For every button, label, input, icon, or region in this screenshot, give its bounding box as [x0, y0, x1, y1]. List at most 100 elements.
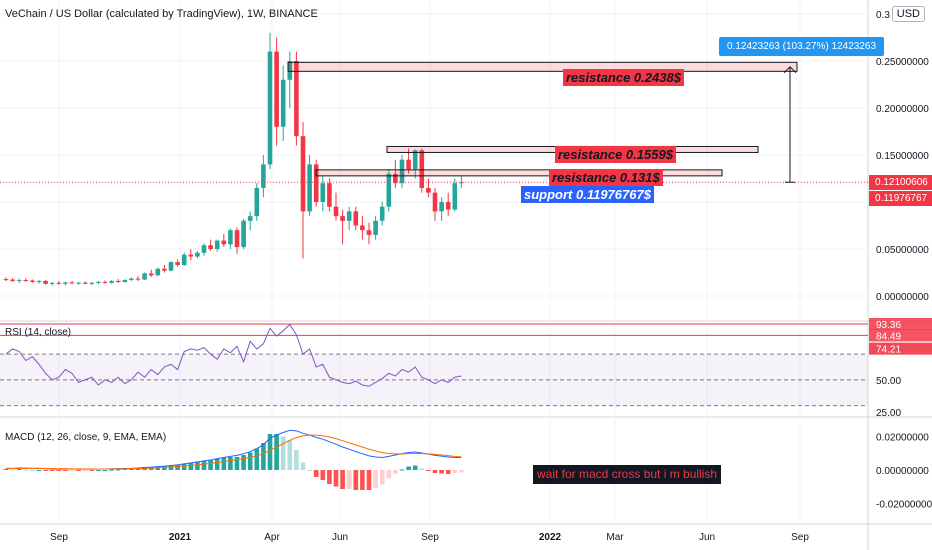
signal-line [5, 434, 462, 470]
candle-body [287, 61, 293, 80]
candle-body [129, 278, 134, 281]
time-tick-label: Jun [699, 532, 715, 543]
macd-histogram-bar [56, 470, 62, 471]
candle-body [63, 282, 68, 284]
candle-body [360, 225, 365, 231]
candle-body [261, 164, 266, 188]
macd-histogram-bar [280, 436, 286, 470]
macd-histogram-bar [201, 460, 207, 470]
macd-histogram-bar [49, 470, 55, 471]
rsi-tick-label: 74.21 [876, 345, 901, 356]
macd-histogram-bar [267, 434, 273, 470]
price-tick-label: 0.3 [876, 10, 890, 21]
macd-histogram-bar [320, 470, 326, 480]
candle-body [89, 282, 95, 284]
macd-histogram-bar [327, 470, 332, 484]
macd-pane [3, 429, 464, 490]
candle-body [459, 182, 464, 184]
candle-body [228, 230, 233, 245]
macd-histogram-bar [23, 469, 29, 471]
time-tick-label: Sep [791, 532, 809, 543]
candle-body [353, 211, 359, 226]
macd-histogram-bar [406, 466, 411, 470]
macd-histogram-bar [333, 470, 339, 487]
macd-histogram-bar [30, 470, 35, 471]
candle-body [393, 173, 398, 184]
last-price-label: 0.12100606 [869, 175, 932, 190]
candle-body [188, 254, 194, 257]
macd-tick-label: -0.02000000 [876, 499, 932, 510]
candle-body [69, 282, 75, 284]
macd-histogram-bar [353, 470, 359, 490]
macd-histogram-bar [168, 465, 174, 470]
candle-body [30, 280, 35, 282]
candle-body [16, 280, 22, 282]
candle-body [208, 245, 213, 249]
macd-histogram-bar [452, 470, 458, 473]
candle-body [201, 245, 207, 253]
macd-histogram-bar [393, 470, 398, 474]
candle-body [254, 187, 260, 217]
macd-histogram-bar [373, 470, 378, 488]
candle-body [221, 240, 227, 245]
resistance-label-1: resistance 0.2438$ [563, 69, 684, 86]
candle-body [3, 279, 9, 281]
macd-tick-label: 0.02000000 [876, 433, 929, 444]
macd-histogram-bar [129, 469, 134, 470]
macd-histogram-bar [76, 470, 81, 471]
macd-histogram-bar [300, 462, 306, 470]
candle-body [36, 280, 42, 282]
macd-histogram-bar [10, 469, 15, 471]
macd-histogram-bar [366, 470, 372, 490]
candle-body [148, 273, 154, 276]
candle-body [82, 282, 88, 284]
candle-body [366, 230, 372, 235]
rsi-tick-bg [869, 342, 932, 355]
macd-histogram-bar [69, 470, 75, 471]
macd-histogram-bar [439, 470, 444, 474]
currency-button[interactable]: USD [891, 6, 925, 22]
macd-histogram-bar [221, 457, 227, 470]
candle-body [274, 51, 279, 127]
candle-body [412, 150, 418, 170]
resistance-label-3: resistance 0.131$ [549, 169, 663, 186]
candle-body [379, 206, 385, 221]
rsi-tick-label: 25.00 [876, 408, 901, 419]
rsi-tick-label: 50.00 [876, 376, 901, 387]
candle-body [313, 164, 319, 202]
macd-histogram-bar [175, 464, 180, 470]
price-tick-label: 0.20000000 [876, 104, 929, 115]
macd-histogram-bar [135, 468, 141, 470]
candle-body [294, 61, 299, 137]
drawings [287, 61, 798, 183]
macd-histogram-bar [234, 457, 240, 470]
macd-histogram-bar [307, 470, 312, 471]
candle-body [419, 150, 425, 188]
candle-body [76, 282, 81, 284]
macd-histogram-bar [109, 469, 114, 471]
candle-body [175, 262, 180, 265]
macd-histogram-bar [261, 443, 266, 470]
support-label: support 0.11976767$ [521, 186, 654, 203]
candle-body [247, 216, 253, 221]
macd-histogram-bar [188, 462, 194, 470]
macd-histogram-bar [340, 470, 345, 489]
candle-body [181, 254, 187, 265]
candle-body [399, 159, 405, 184]
macd-histogram-bar [287, 440, 293, 470]
candle-body [267, 51, 273, 165]
macd-histogram-bar [419, 468, 425, 470]
price-tick-label: 0.15000000 [876, 151, 929, 162]
candle-body [373, 220, 378, 235]
candle-body [280, 79, 286, 127]
time-tick-label: Sep [50, 532, 68, 543]
price-pane [0, 32, 868, 286]
candle-body [122, 280, 128, 282]
time-tick-label: 2022 [539, 532, 562, 543]
macd-histogram-bar [102, 470, 108, 471]
candle-body [214, 240, 220, 249]
macd-histogram-bar [208, 460, 213, 470]
candle-body [23, 280, 29, 282]
macd-histogram-bar [399, 469, 405, 471]
